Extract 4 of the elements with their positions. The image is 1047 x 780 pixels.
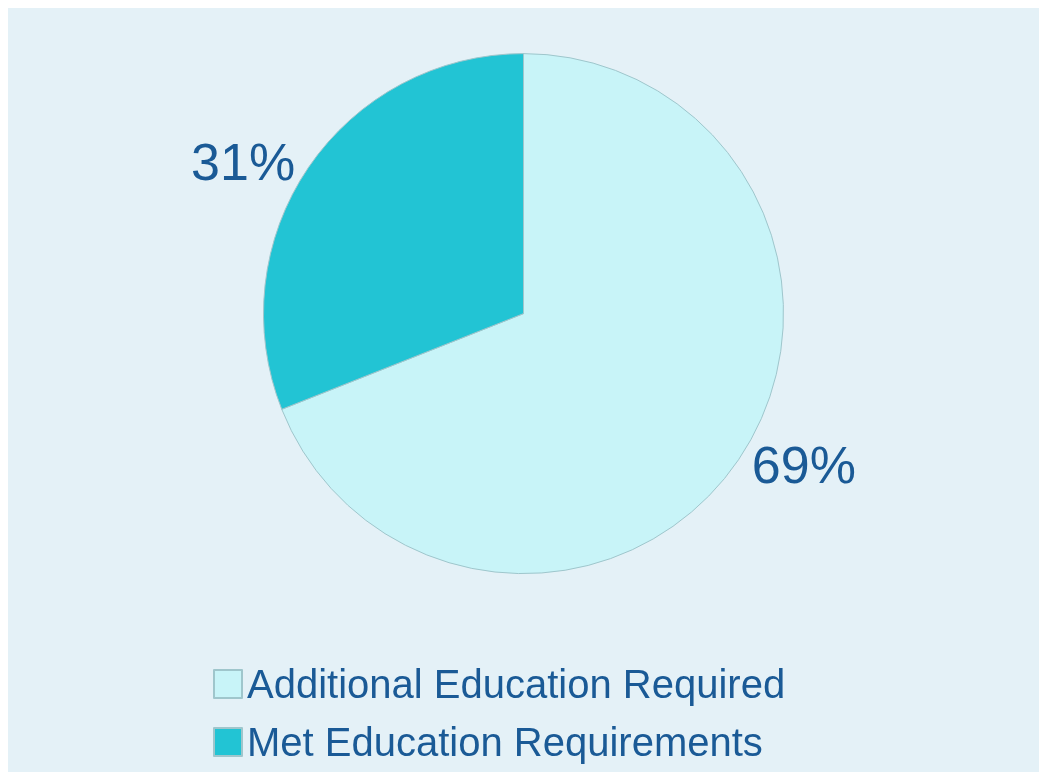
legend-label: Met Education Requirements [247,720,763,764]
data-label: 31% [191,132,296,191]
legend-label: Additional Education Required [247,662,786,706]
data-label: 69% [751,436,856,495]
